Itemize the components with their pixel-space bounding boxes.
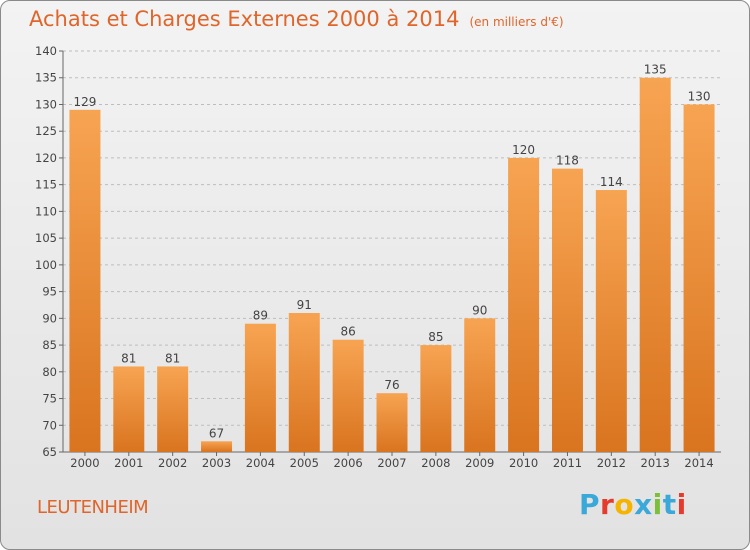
- y-tick-label: 70: [42, 418, 57, 432]
- x-tick-label: 2010: [509, 456, 538, 470]
- bar: [464, 318, 496, 452]
- bar: [683, 104, 715, 452]
- x-tick-label: 2006: [333, 456, 362, 470]
- bar: [113, 366, 145, 452]
- y-tick-label: 95: [42, 285, 57, 299]
- x-tick-label: 2002: [158, 456, 187, 470]
- bar: [508, 157, 540, 452]
- y-tick-label: 80: [42, 365, 57, 379]
- logo-letter: P: [579, 488, 601, 521]
- bar: [551, 168, 583, 453]
- x-tick-label: 2013: [641, 456, 670, 470]
- logo-letter: i: [652, 488, 663, 521]
- bar: [288, 312, 320, 452]
- x-tick-label: 2014: [684, 456, 713, 470]
- chart-title-text: Achats et Charges Externes 2000 à 2014: [29, 7, 460, 31]
- logo-letter: i: [676, 488, 687, 521]
- bar: [244, 323, 276, 452]
- bar-value-label: 120: [512, 143, 535, 157]
- y-tick-label: 135: [35, 71, 57, 85]
- bar-value-label: 90: [472, 303, 487, 317]
- bar: [157, 366, 189, 452]
- y-tick-label: 115: [35, 178, 57, 192]
- bar: [69, 109, 101, 453]
- y-tick-label: 130: [35, 97, 57, 111]
- y-tick-label: 120: [35, 151, 57, 165]
- x-tick-label: 2009: [465, 456, 494, 470]
- bar-value-label: 130: [688, 89, 711, 103]
- x-tick-label: 2000: [70, 456, 99, 470]
- y-tick-label: 140: [35, 44, 57, 58]
- commune-name: LEUTENHEIM: [37, 497, 149, 518]
- x-tick-label: 2005: [290, 456, 319, 470]
- y-tick-label: 125: [35, 124, 57, 138]
- y-tick-label: 90: [42, 311, 57, 325]
- bar-value-label: 89: [253, 309, 268, 323]
- y-tick-label: 75: [42, 392, 57, 406]
- x-tick-label: 2001: [114, 456, 143, 470]
- x-tick-label: 2007: [377, 456, 406, 470]
- proxiti-logo: Proxiti: [579, 488, 687, 521]
- bar-value-label: 118: [556, 154, 579, 168]
- logo-letter: t: [662, 488, 677, 521]
- chart-subtitle: (en milliers d'€): [469, 15, 564, 29]
- y-tick-label: 110: [35, 204, 57, 218]
- bar: [376, 393, 408, 452]
- bar-value-label: 129: [73, 95, 96, 109]
- x-tick-label: 2004: [246, 456, 275, 470]
- chart-title: Achats et Charges Externes 2000 à 2014 (e…: [29, 7, 564, 31]
- logo-letter: o: [614, 488, 635, 521]
- y-tick-label: 85: [42, 338, 57, 352]
- bar: [201, 441, 233, 452]
- logo-letter: r: [600, 488, 615, 521]
- bar-value-label: 67: [209, 426, 224, 440]
- y-tick-label: 65: [42, 445, 57, 459]
- bar-value-label: 85: [428, 330, 443, 344]
- bar-value-label: 81: [165, 351, 180, 365]
- bar: [595, 190, 627, 452]
- bar: [420, 345, 452, 452]
- y-tick-label: 105: [35, 231, 57, 245]
- bar: [332, 339, 364, 452]
- x-tick-label: 2011: [553, 456, 582, 470]
- x-tick-label: 2012: [597, 456, 626, 470]
- bar-value-label: 114: [600, 175, 623, 189]
- bar-chart: 65 70 75 80 85 90 95 100 105 110 115 120 125 130 135 14…: [35, 44, 721, 470]
- x-tick-label: 2003: [202, 456, 231, 470]
- y-tick-label: 100: [35, 258, 57, 272]
- bar-value-label: 135: [644, 63, 667, 77]
- bar: [639, 77, 671, 452]
- logo-letter: x: [634, 488, 653, 521]
- x-tick-label: 2008: [421, 456, 450, 470]
- bar-value-label: 81: [121, 351, 136, 365]
- bar-value-label: 86: [340, 325, 355, 339]
- bar-value-label: 91: [297, 298, 312, 312]
- bar-value-label: 76: [384, 378, 399, 392]
